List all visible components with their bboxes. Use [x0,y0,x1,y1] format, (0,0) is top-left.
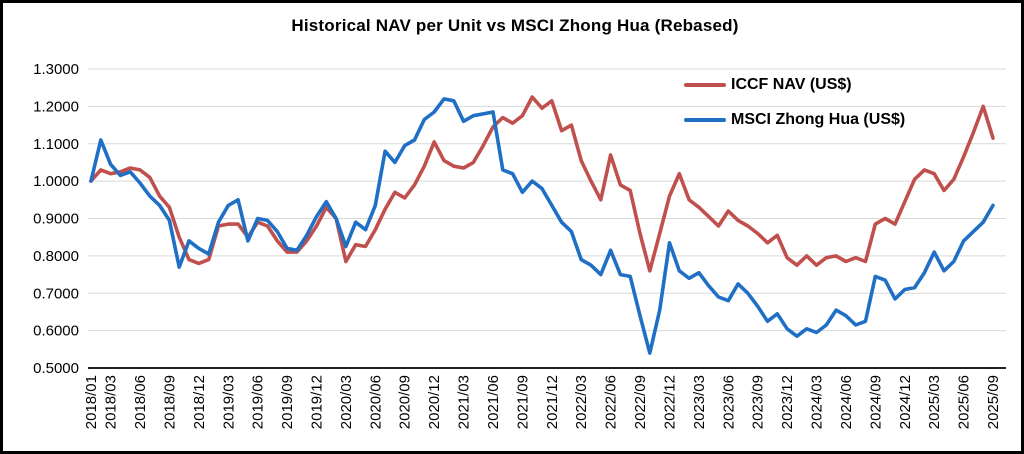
svg-text:2021/06: 2021/06 [485,375,502,429]
svg-text:2023/09: 2023/09 [750,375,767,429]
svg-text:0.6000: 0.6000 [33,323,79,340]
chart-title: Historical NAV per Unit vs MSCI Zhong Hu… [291,16,739,35]
svg-text:2022/03: 2022/03 [573,375,590,429]
y-axis-labels: 1.3000 1.2000 1.1000 1.0000 0.9000 0.8000 0.70… [33,61,79,377]
svg-text:2018/01: 2018/01 [83,375,100,429]
iccf-nav-line-swatch [684,83,726,87]
svg-text:2019/03: 2019/03 [220,375,237,429]
svg-text:2020/12: 2020/12 [426,375,443,429]
svg-text:1.1000: 1.1000 [33,136,79,153]
svg-text:2018/12: 2018/12 [191,375,208,429]
svg-text:2022/12: 2022/12 [661,375,678,429]
svg-text:2018/03: 2018/03 [103,375,120,429]
chart-canvas: 1.3000 1.2000 1.1000 1.0000 0.9000 0.8000 0.70… [33,61,1006,429]
svg-text:0.7000: 0.7000 [33,285,79,302]
iccf-nav-line [89,95,995,273]
svg-text:1.0000: 1.0000 [33,173,79,190]
svg-text:2025/09: 2025/09 [985,375,1002,429]
svg-text:2024/06: 2024/06 [838,375,855,429]
legend-label-iccf-nav: ICCF NAV (US$) [731,76,852,93]
svg-text:2025/03: 2025/03 [926,375,943,429]
svg-text:2019/12: 2019/12 [309,375,326,429]
svg-text:2019/06: 2019/06 [250,375,267,429]
svg-text:2023/12: 2023/12 [779,375,796,429]
svg-text:2025/06: 2025/06 [956,375,973,429]
svg-text:2018/06: 2018/06 [132,375,149,429]
svg-text:2024/12: 2024/12 [897,375,914,429]
svg-text:2021/03: 2021/03 [456,375,473,429]
svg-text:2020/09: 2020/09 [397,375,414,429]
svg-text:2020/06: 2020/06 [367,375,384,429]
svg-text:2019/09: 2019/09 [279,375,296,429]
svg-text:2024/03: 2024/03 [809,375,826,429]
legend-item-iccf-nav: ICCF NAV (US$) [684,74,905,96]
svg-text:2023/03: 2023/03 [691,375,708,429]
svg-text:2023/06: 2023/06 [720,375,737,429]
legend-label-msci-zhong-hua: MSCI Zhong Hua (US$) [731,111,906,128]
x-axis-labels: 2018/01 2018/03 2018/06 2018/09 2018/12 2019/… [83,375,1002,429]
svg-text:2018/09: 2018/09 [161,375,178,429]
svg-text:2021/09: 2021/09 [514,375,531,429]
msci-zhong-hua-line [89,97,995,355]
svg-text:1.3000: 1.3000 [33,61,79,78]
svg-text:0.5000: 0.5000 [33,360,79,377]
svg-text:0.9000: 0.9000 [33,211,79,228]
svg-text:2021/12: 2021/12 [544,375,561,429]
svg-text:2022/06: 2022/06 [603,375,620,429]
svg-text:1.2000: 1.2000 [33,98,79,115]
legend: ICCF NAV (US$) MSCI Zhong Hua (US$) [684,74,905,131]
svg-text:2022/09: 2022/09 [632,375,649,429]
svg-text:0.8000: 0.8000 [33,248,79,265]
legend-item-msci-zhong-hua: MSCI Zhong Hua (US$) [684,109,905,131]
msci-zhong-hua-line-swatch [684,118,726,122]
svg-text:2020/03: 2020/03 [338,375,355,429]
svg-text:2024/09: 2024/09 [867,375,884,429]
